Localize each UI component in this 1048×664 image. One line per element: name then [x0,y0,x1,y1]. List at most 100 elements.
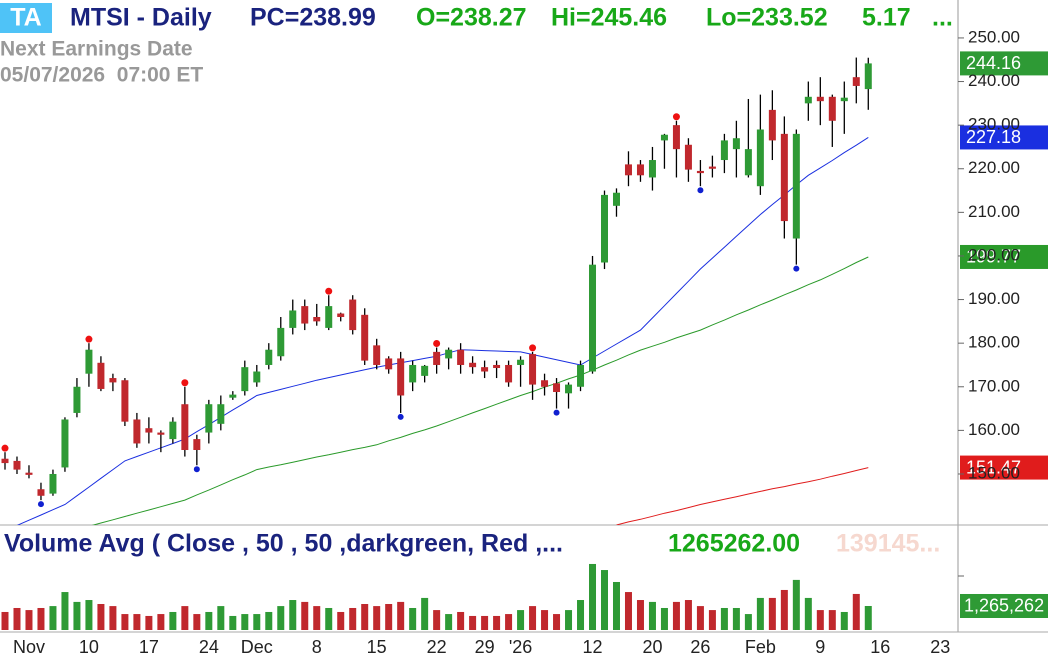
candle-body [648,160,656,178]
swing-high [181,379,189,387]
candle-body [361,314,369,361]
candle-body [577,364,585,387]
candle-body [720,140,728,161]
volume-bar [157,614,165,630]
x-tick-label: '26 [509,637,532,657]
x-tick-label: 29 [475,637,495,657]
volume-bar [277,606,285,630]
volume-bar [505,614,513,630]
last-value-box [960,455,1048,480]
candle-body [864,63,872,90]
candle-body [13,460,21,470]
candle-body [349,299,357,331]
last-value-label: 227.18 [966,127,1021,147]
x-tick-label: Feb [745,637,776,657]
y-tick-label: 240.00 [968,71,1020,90]
candle-body [25,472,33,475]
last-value-label: 151.47 [966,457,1021,477]
last-value-label: 199.77 [966,247,1021,267]
candle-body [61,419,69,468]
x-tick-label: 16 [870,637,890,657]
y-tick-label: 150.00 [968,463,1020,482]
candle-body [373,345,381,365]
candle-body [636,164,644,176]
swing-high [325,287,333,295]
volume-bar [85,600,93,630]
y-tick-label: 230.00 [968,115,1020,134]
candle-body [37,489,45,496]
volume-bar [169,611,177,630]
candle-body [181,404,189,450]
volume-bar [205,611,213,630]
volume-bar [301,601,309,630]
x-tick-label: Nov [13,637,45,657]
volume-bar [601,570,608,630]
volume-bar [636,600,644,630]
y-tick-label: 250.00 [968,27,1020,46]
candle-body [253,371,261,383]
candle-body [828,96,836,121]
volume-bar [373,606,381,630]
candle-body [852,77,860,86]
volume-bar [732,607,740,630]
volume-bar [289,600,297,630]
volume-bar [445,614,453,630]
volume-bar [804,597,812,630]
candle-body [97,362,105,389]
moving-average [616,467,869,525]
swing-high [529,344,537,352]
candle-body [433,351,441,365]
swing-high [433,340,441,348]
candle-body [325,306,333,328]
candle-body [624,164,632,176]
candle-body [732,138,740,150]
open: O=238.27 [416,4,527,32]
volume-bar [25,610,33,630]
low: Lo=233.52 [706,4,828,32]
x-tick-label: 12 [582,637,602,657]
volume-bar [553,614,561,630]
candle-body [601,194,608,263]
candle-body [612,192,620,206]
earnings-label: Next Earnings Date [0,38,193,61]
x-tick-label: 10 [79,637,99,657]
volume-bar [589,563,597,630]
volume-bar [133,614,141,630]
candle-body [445,349,453,359]
candle-body [529,354,537,385]
candle-body [121,380,129,422]
volume-bar [864,605,872,630]
volume-bar [229,615,237,630]
earnings-date: 05/07/2026 07:00 ET [0,64,203,87]
volume-bar [361,604,369,630]
volume-bar [828,610,836,630]
volume-bar [121,614,129,630]
x-tick-label: 22 [427,637,447,657]
candle-body [744,149,752,176]
volume-bar [768,597,776,630]
candle-body [517,359,525,365]
volume-bar [109,606,117,630]
overlay: TA MTSI - Daily PC=238.99 O=238.27 Hi=24… [0,3,1048,618]
swing-low [697,187,704,194]
badge: TA [10,4,41,32]
candle-body [457,349,465,365]
candle-body [241,367,249,392]
volume-bar [49,606,57,630]
x-tick-label: 26 [690,637,710,657]
last-volume-box [960,593,1048,618]
volume-bar [193,614,201,630]
candle-body [589,264,597,372]
candle-body [660,134,668,141]
volume-bar [672,601,680,630]
volume-bar [660,607,668,630]
volume-bar [517,610,525,630]
prev-close: PC=238.99 [250,4,376,32]
candle-body [505,364,513,383]
volume-current: 1265262.00 [668,530,800,558]
x-tick-label: 24 [199,637,219,657]
x-tick-label: 20 [642,637,662,657]
candle-body [840,97,848,102]
volume-bar [493,615,501,630]
